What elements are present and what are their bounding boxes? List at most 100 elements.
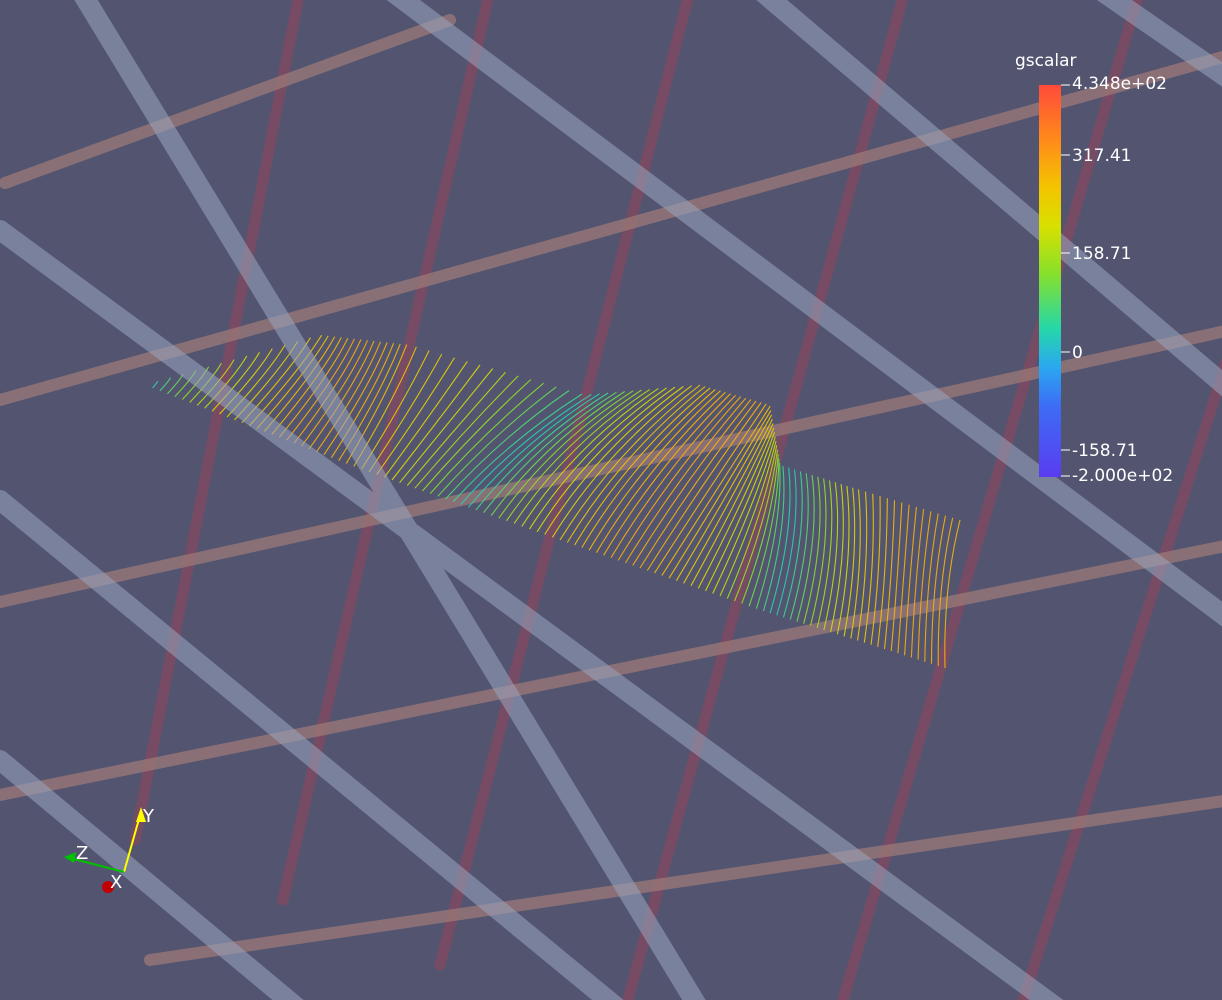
mauve-tube xyxy=(837,0,1143,1000)
streamline xyxy=(776,469,797,616)
streamline xyxy=(726,445,778,599)
streamline xyxy=(483,391,617,514)
streamline xyxy=(581,388,716,548)
color-legend: gscalar 4.348e+02 317.41 158.71 0 -158.7… xyxy=(1015,51,1173,486)
blue-tube xyxy=(756,0,1222,397)
blue-tube xyxy=(1096,0,1222,87)
streamline xyxy=(632,399,752,566)
streamline xyxy=(498,390,634,519)
y-axis-arrowhead xyxy=(136,807,146,822)
streamline xyxy=(574,387,711,546)
streamline xyxy=(391,364,481,481)
streamline xyxy=(850,489,861,639)
streamline xyxy=(301,340,369,447)
streamline xyxy=(769,467,791,614)
x-axis-marker xyxy=(102,881,114,893)
streamline xyxy=(639,400,757,569)
streamline xyxy=(917,511,932,660)
streamline xyxy=(529,387,667,530)
streamline xyxy=(293,339,362,444)
streamline xyxy=(741,454,779,604)
streamline xyxy=(460,394,592,505)
streamline xyxy=(475,392,609,511)
streamline xyxy=(399,368,494,484)
streamline xyxy=(646,402,762,571)
z-axis-line xyxy=(69,857,125,873)
y-axis-label: Y xyxy=(142,806,155,827)
streamline xyxy=(937,517,954,666)
streamline xyxy=(809,478,827,626)
streamline xyxy=(683,418,773,584)
streamline xyxy=(437,386,557,497)
streamline xyxy=(796,474,815,622)
streamline xyxy=(836,485,850,635)
streamline xyxy=(211,352,260,412)
streamline xyxy=(733,449,779,602)
streamline xyxy=(762,465,785,612)
streamline xyxy=(595,391,726,553)
streamline xyxy=(452,393,583,503)
colorbar-label: 317.41 xyxy=(1072,146,1131,166)
blue-tube xyxy=(0,490,624,1000)
streamline xyxy=(904,506,917,656)
streamline xyxy=(863,493,874,643)
streamline xyxy=(551,385,692,538)
colorbar-ticks xyxy=(1061,84,1070,477)
streamline xyxy=(705,432,776,592)
streamline xyxy=(870,495,881,645)
streamline xyxy=(521,388,659,527)
tan-tube xyxy=(0,14,456,189)
streamline xyxy=(877,498,888,647)
blue-tube xyxy=(74,0,706,1000)
streamline xyxy=(196,359,235,406)
streamline xyxy=(897,504,910,654)
streamline xyxy=(323,342,388,456)
streamline xyxy=(152,381,159,389)
tan-tube xyxy=(0,540,1222,801)
streamline xyxy=(308,340,375,450)
colorbar-label: 158.71 xyxy=(1072,244,1131,264)
streamline xyxy=(544,386,684,535)
streamline xyxy=(654,403,767,574)
streamline xyxy=(610,394,736,559)
streamline xyxy=(414,375,519,489)
colorbar-title: gscalar xyxy=(1015,51,1077,71)
streamline-surface[interactable] xyxy=(145,334,961,669)
streamline xyxy=(668,410,772,579)
colorbar-label-min: -2.000e+02 xyxy=(1072,466,1173,486)
streamline xyxy=(625,397,747,564)
streamline xyxy=(406,371,506,486)
tan-tube xyxy=(144,795,1222,966)
streamline xyxy=(803,476,821,624)
streamline xyxy=(755,462,781,609)
colorbar-gradient xyxy=(1039,85,1061,477)
streamline xyxy=(330,342,395,459)
streamline xyxy=(316,341,382,453)
colorbar-label: -158.71 xyxy=(1072,441,1138,461)
z-axis-label: Z xyxy=(76,843,88,864)
streamline xyxy=(376,357,455,475)
z-axis-arrowhead xyxy=(64,852,76,863)
streamline xyxy=(830,484,844,633)
streamline xyxy=(782,471,803,618)
streamline xyxy=(383,361,468,478)
colorbar-label: 0 xyxy=(1072,343,1083,363)
x-axis-label: X xyxy=(110,872,122,893)
mauve-tube xyxy=(129,0,304,846)
orientation-axes[interactable]: Y Z X xyxy=(64,806,155,893)
streamline xyxy=(690,423,774,587)
streamline xyxy=(675,414,773,581)
tan-tube-group xyxy=(0,14,1222,966)
streamline xyxy=(789,473,809,620)
streamline xyxy=(856,491,868,641)
streamline xyxy=(467,393,600,508)
streamline xyxy=(924,513,939,662)
streamline xyxy=(910,509,925,658)
streamline xyxy=(816,480,833,629)
streamline xyxy=(490,391,625,516)
streamline xyxy=(930,515,947,664)
streamline xyxy=(506,389,642,522)
